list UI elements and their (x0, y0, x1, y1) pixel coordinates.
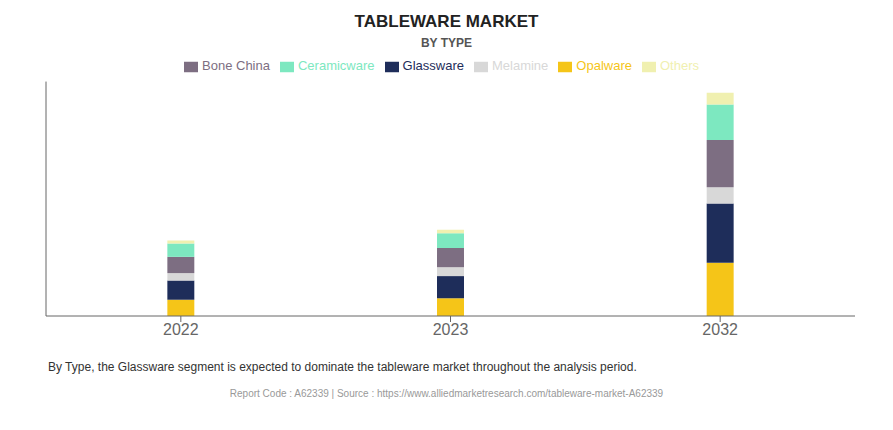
html-text:Melamine: Melamine (492, 58, 549, 73)
html-text:Report Code : A62339 | Source: Report Code : A62339 | Source : https://… (229, 388, 664, 399)
html-text:Others: Others (660, 58, 699, 73)
html-text:By Type, the Glassware segment: By Type, the Glassware segment is expect… (48, 360, 637, 374)
html-text:Bone China: Bone China (202, 58, 270, 73)
html-text:Opalware: Opalware (576, 58, 632, 73)
html-text:TABLEWARE MARKET: TABLEWARE MARKET (354, 12, 539, 31)
svg-text:2023: 2023 (433, 321, 469, 338)
html-text:BY TYPE: BY TYPE (420, 36, 473, 50)
svg-text:2032: 2032 (702, 321, 738, 338)
svg-text:2022: 2022 (163, 321, 199, 338)
html-text:Glassware: Glassware (402, 58, 464, 73)
html-text:Ceramicware: Ceramicware (298, 58, 375, 73)
